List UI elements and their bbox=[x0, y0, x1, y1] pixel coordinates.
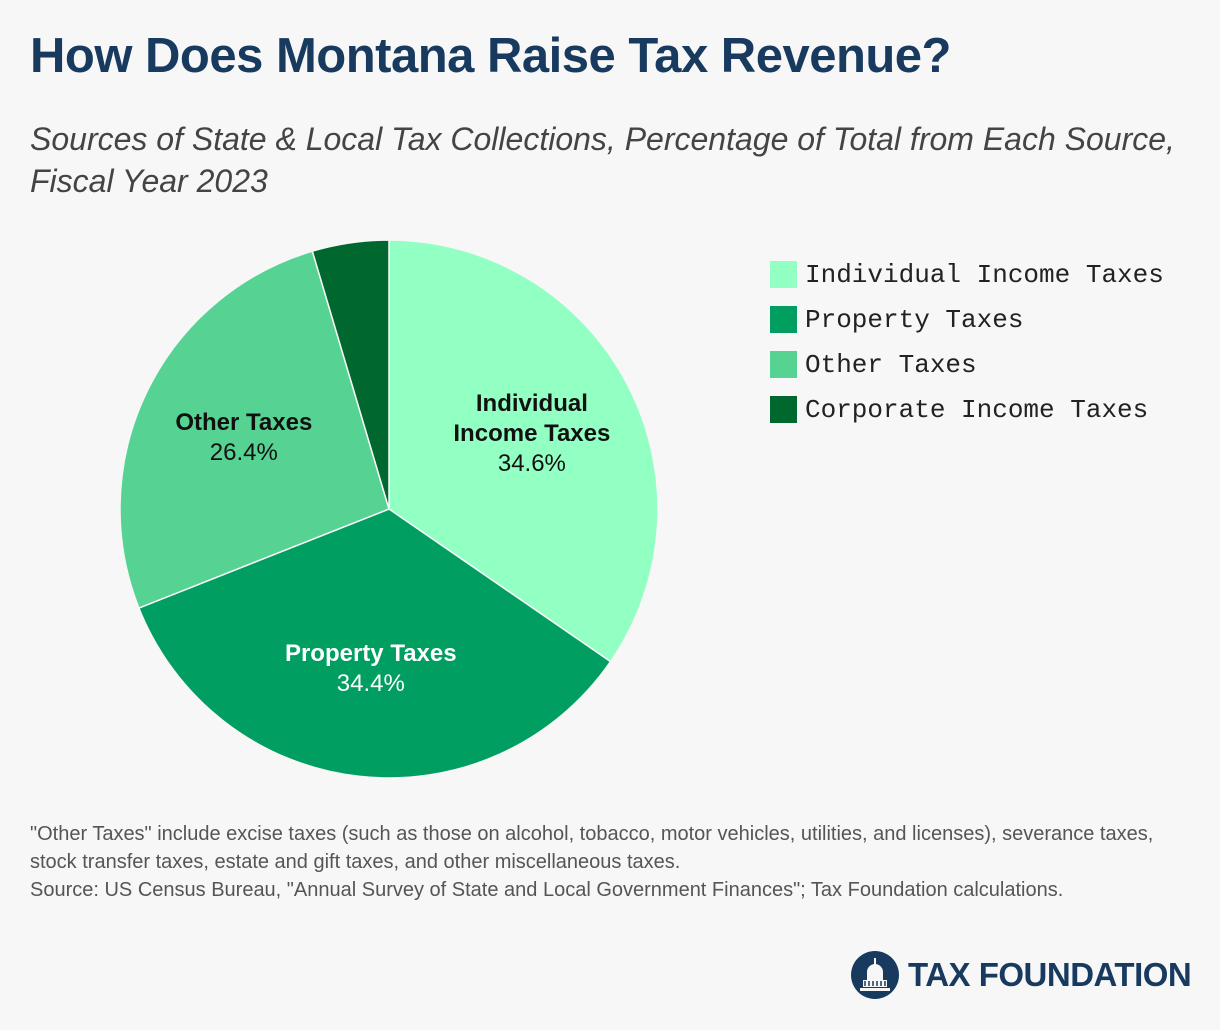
pie-slice bbox=[137, 508, 612, 779]
logo-text: TAX FOUNDATION bbox=[908, 956, 1192, 993]
chart-subtitle: Sources of State & Local Tax Collections… bbox=[30, 121, 1175, 199]
logo: TAX FOUNDATION bbox=[850, 950, 1192, 1000]
slice-value: 26.4% bbox=[209, 439, 278, 467]
slice-label: Individual Income Taxes 34.6% bbox=[432, 389, 632, 479]
slice-name: Other Taxes bbox=[175, 409, 313, 437]
slice-label: Other Taxes 26.4% bbox=[144, 408, 344, 468]
slice-value: 34.6% bbox=[497, 449, 566, 477]
legend-label: Corporate Income Taxes bbox=[805, 394, 1149, 425]
logo-icon bbox=[851, 951, 899, 999]
legend-swatch bbox=[770, 351, 797, 378]
slice-name: Property Taxes bbox=[284, 640, 457, 668]
legend-item: Other Taxes bbox=[770, 342, 1164, 387]
legend-item: Individual Income Taxes bbox=[770, 252, 1164, 297]
chart-title: How Does Montana Raise Tax Revenue? bbox=[30, 29, 952, 83]
slice-value: 34.4% bbox=[336, 670, 405, 698]
slice-label: Property Taxes 34.4% bbox=[271, 639, 471, 699]
legend-swatch bbox=[770, 396, 797, 423]
pie-chart bbox=[119, 239, 659, 779]
note: "Other Taxes" include excise taxes (such… bbox=[30, 823, 1154, 873]
legend-item: Property Taxes bbox=[770, 297, 1164, 342]
legend-label: Other Taxes bbox=[805, 349, 977, 380]
notes: "Other Taxes" include excise taxes (such… bbox=[30, 820, 1200, 904]
legend-swatch bbox=[770, 261, 797, 288]
legend-swatch bbox=[770, 306, 797, 333]
slice-name: Individual Income Taxes bbox=[453, 389, 611, 447]
source: Source: US Census Bureau, "Annual Survey… bbox=[30, 879, 1064, 901]
legend: Individual Income Taxes Property Taxes Oth… bbox=[770, 252, 1164, 432]
legend-label: Property Taxes bbox=[805, 304, 1024, 335]
pie-slice bbox=[388, 239, 659, 663]
legend-item: Corporate Income Taxes bbox=[770, 387, 1164, 432]
legend-label: Individual Income Taxes bbox=[805, 259, 1164, 290]
pie-slice bbox=[119, 250, 390, 609]
pie-slice bbox=[311, 239, 390, 510]
